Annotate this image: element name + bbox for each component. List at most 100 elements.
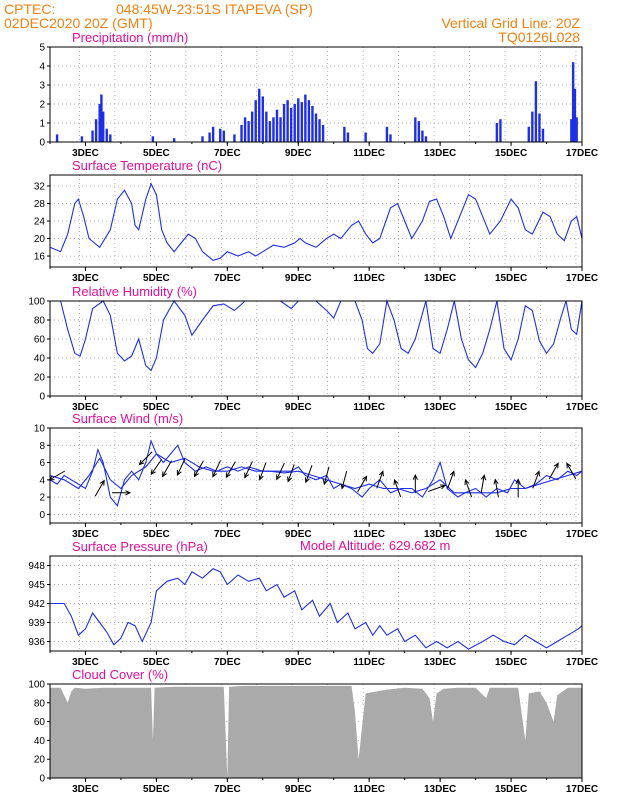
x-tick-label: 5DEC: [143, 529, 170, 540]
x-tick-label: 17DEC: [566, 529, 598, 540]
wind-arrow-head: [287, 476, 293, 483]
precip-bar: [247, 121, 250, 142]
x-tick-label: 3DEC: [72, 784, 99, 795]
series-line: [50, 298, 583, 372]
series-line: [50, 568, 583, 650]
wind-arrow-shaft: [305, 465, 313, 483]
precip-bar: [314, 113, 318, 142]
wind-arrow-shaft: [212, 460, 221, 477]
y-tick-label: 5: [39, 43, 45, 54]
precip-bar: [282, 104, 286, 142]
y-tick-label: 32: [34, 181, 46, 192]
y-tick-label: 20: [34, 373, 46, 384]
series-line: [49, 182, 583, 262]
wind-arrow-head: [412, 473, 418, 480]
precip-bar: [424, 136, 428, 142]
wind-arrow-shaft: [244, 461, 253, 478]
precip-bar: [570, 119, 573, 142]
panel-5: Cloud Cover (%) 0 20 40 60 80 100 3DEC 5DEC 7DEC 9…: [28, 667, 598, 795]
panel-frame: [49, 427, 583, 524]
wind-arrow-head: [244, 472, 250, 479]
wind-arrow-head: [493, 478, 499, 485]
wind-arrow-head: [340, 483, 346, 490]
precip-bar: [318, 119, 321, 142]
x-tick-label: 9DEC: [285, 657, 312, 668]
wind-arrow-shaft: [259, 462, 267, 480]
x-tick-label: 13DEC: [424, 529, 456, 540]
x-tick-label: 15DEC: [495, 529, 527, 540]
x-tick-label: 15DEC: [495, 148, 527, 159]
precip-bar: [541, 128, 545, 142]
x-tick-label: 11DEC: [353, 657, 385, 668]
precip-bar: [261, 96, 264, 142]
x-tick-label: 7DEC: [214, 657, 241, 668]
precip-bar: [219, 128, 222, 142]
precip-bar: [307, 100, 311, 142]
wind-arrow-head: [176, 470, 182, 477]
precip-bar: [293, 104, 296, 142]
y-tick-label: 80: [34, 316, 46, 327]
y-tick-label: 4: [39, 62, 45, 73]
precip-bar: [55, 134, 59, 142]
wind-arrow-head: [138, 459, 145, 466]
wind-arrow-shaft: [447, 471, 455, 489]
wind-arrow-head: [535, 470, 540, 477]
panel-title: Surface Pressure (hPa): [72, 539, 208, 554]
x-tick-label: 13DEC: [424, 273, 456, 284]
precip-bar: [94, 119, 98, 142]
wind-arrow-shaft: [357, 476, 368, 493]
wind-arrow-shaft: [276, 462, 285, 480]
precip-bar: [321, 124, 325, 142]
precip-bar: [364, 132, 367, 142]
model-altitude: Model Altitude: 629.682 m: [300, 538, 450, 553]
y-tick-label: 0: [39, 774, 45, 785]
x-tick-label: 17DEC: [566, 657, 598, 668]
x-tick-label: 3DEC: [72, 148, 99, 159]
series-line-2: [49, 453, 583, 494]
wind-arrow-head: [304, 477, 310, 484]
panel-title: Precipitation (mm/h): [72, 30, 188, 45]
panel-1: Surface Temperature (nC) 16 20 24 28 32 3DEC 5D…: [34, 158, 598, 284]
panel-3: Surface Wind (m/s) 0 2 4 6 8 10 3DEC 5DEC 7DEC 9DE…: [34, 411, 598, 540]
y-tick-label: 80: [34, 698, 46, 709]
x-tick-label: 11DEC: [353, 273, 385, 284]
precip-bar: [98, 104, 101, 142]
precip-bar: [499, 119, 502, 142]
precip-bar: [495, 123, 499, 142]
precip-bar: [268, 121, 272, 142]
wind-arrow-shaft: [464, 479, 473, 498]
precip-bar: [286, 100, 289, 142]
wind-arrow-shaft: [49, 470, 66, 481]
y-tick-label: 0: [39, 138, 45, 149]
y-tick-label: 100: [28, 680, 45, 691]
wind-arrow-head: [193, 471, 199, 478]
wind-arrow-head: [566, 462, 572, 469]
precip-bar: [254, 100, 257, 142]
wind-arrow-shaft: [341, 470, 348, 489]
precip-bar: [272, 117, 275, 142]
wind-arrow-head: [225, 472, 231, 479]
wind-arrow-head: [393, 478, 399, 486]
y-tick-label: 2: [39, 493, 45, 504]
x-tick-label: 7DEC: [214, 273, 241, 284]
y-tick-label: 942: [28, 599, 45, 610]
x-tick-label: 7DEC: [214, 529, 241, 540]
x-tick-label: 13DEC: [424, 657, 456, 668]
precip-bar: [571, 62, 575, 143]
wind-arrow-head: [362, 475, 368, 482]
precip-bar: [102, 111, 105, 142]
wind-arrow-shaft: [548, 463, 559, 480]
y-tick-label: 936: [28, 637, 45, 648]
wind-arrow-head: [440, 484, 447, 490]
x-tick-label: 3DEC: [72, 657, 99, 668]
x-tick-label: 9DEC: [285, 148, 312, 159]
panel-4: Surface Pressure (hPa) 936 939 942 945 948 3DE…: [28, 539, 598, 668]
precip-bar: [275, 109, 279, 142]
precip-bar: [80, 136, 84, 142]
x-tick-label: 15DEC: [495, 784, 527, 795]
panel-title: Surface Wind (m/s): [72, 411, 183, 426]
x-tick-label: 7DEC: [214, 402, 241, 413]
wind-arrow-shaft: [427, 484, 446, 493]
x-tick-label: 9DEC: [285, 402, 312, 413]
wind-arrow-shaft: [287, 464, 295, 482]
